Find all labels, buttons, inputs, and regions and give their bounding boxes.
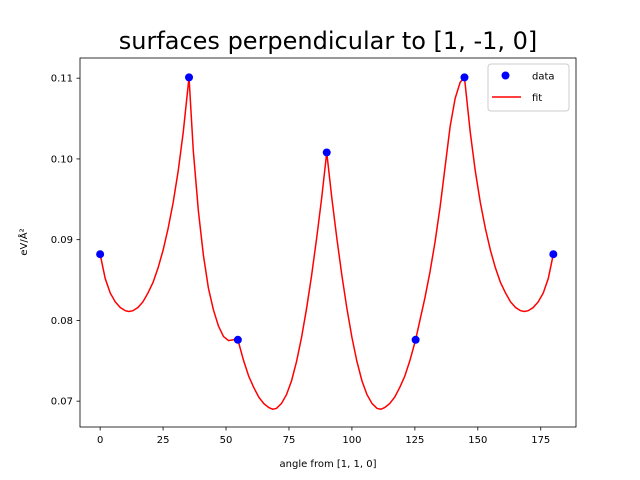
y-axis-label: eV/Å² bbox=[17, 228, 30, 255]
y-tick-label: 0.09 bbox=[51, 235, 73, 246]
legend-box bbox=[487, 63, 570, 112]
y-tick-label: 0.07 bbox=[51, 397, 73, 408]
data-point bbox=[460, 73, 469, 82]
axis-ticks: 0 25 50 75 100 125 150 175 0.07 0.08 0.09 0.10 0.11 bbox=[51, 74, 551, 446]
data-point bbox=[96, 250, 105, 259]
y-tick-label: 0.11 bbox=[51, 74, 73, 85]
x-tick-label: 125 bbox=[405, 435, 424, 446]
chart-title: surfaces perpendicular to [1, -1, 0] bbox=[119, 27, 538, 55]
x-tick-label: 25 bbox=[157, 435, 170, 446]
y-tick-label: 0.08 bbox=[51, 316, 73, 327]
axes-frame bbox=[79, 57, 577, 428]
x-tick-label: 100 bbox=[342, 435, 361, 446]
x-tick-label: 0 bbox=[97, 435, 103, 446]
data-point bbox=[322, 148, 331, 157]
data-point bbox=[233, 335, 242, 344]
y-tick-label: 0.10 bbox=[51, 154, 73, 165]
legend-fit-label: fit bbox=[532, 93, 542, 104]
x-tick-label: 150 bbox=[468, 435, 487, 446]
legend-data-label: data bbox=[532, 72, 555, 83]
data-point bbox=[411, 335, 420, 344]
x-tick-label: 75 bbox=[283, 435, 296, 446]
data-point bbox=[549, 250, 558, 259]
x-tick-label: 50 bbox=[220, 435, 233, 446]
data-point bbox=[185, 73, 194, 82]
x-tick-label: 175 bbox=[531, 435, 550, 446]
x-axis-label: angle from [1, 1, 0] bbox=[280, 459, 377, 470]
plot-area bbox=[96, 73, 558, 411]
fit-line bbox=[99, 75, 555, 411]
legend: data fit bbox=[487, 63, 570, 112]
legend-data-marker bbox=[501, 71, 510, 80]
